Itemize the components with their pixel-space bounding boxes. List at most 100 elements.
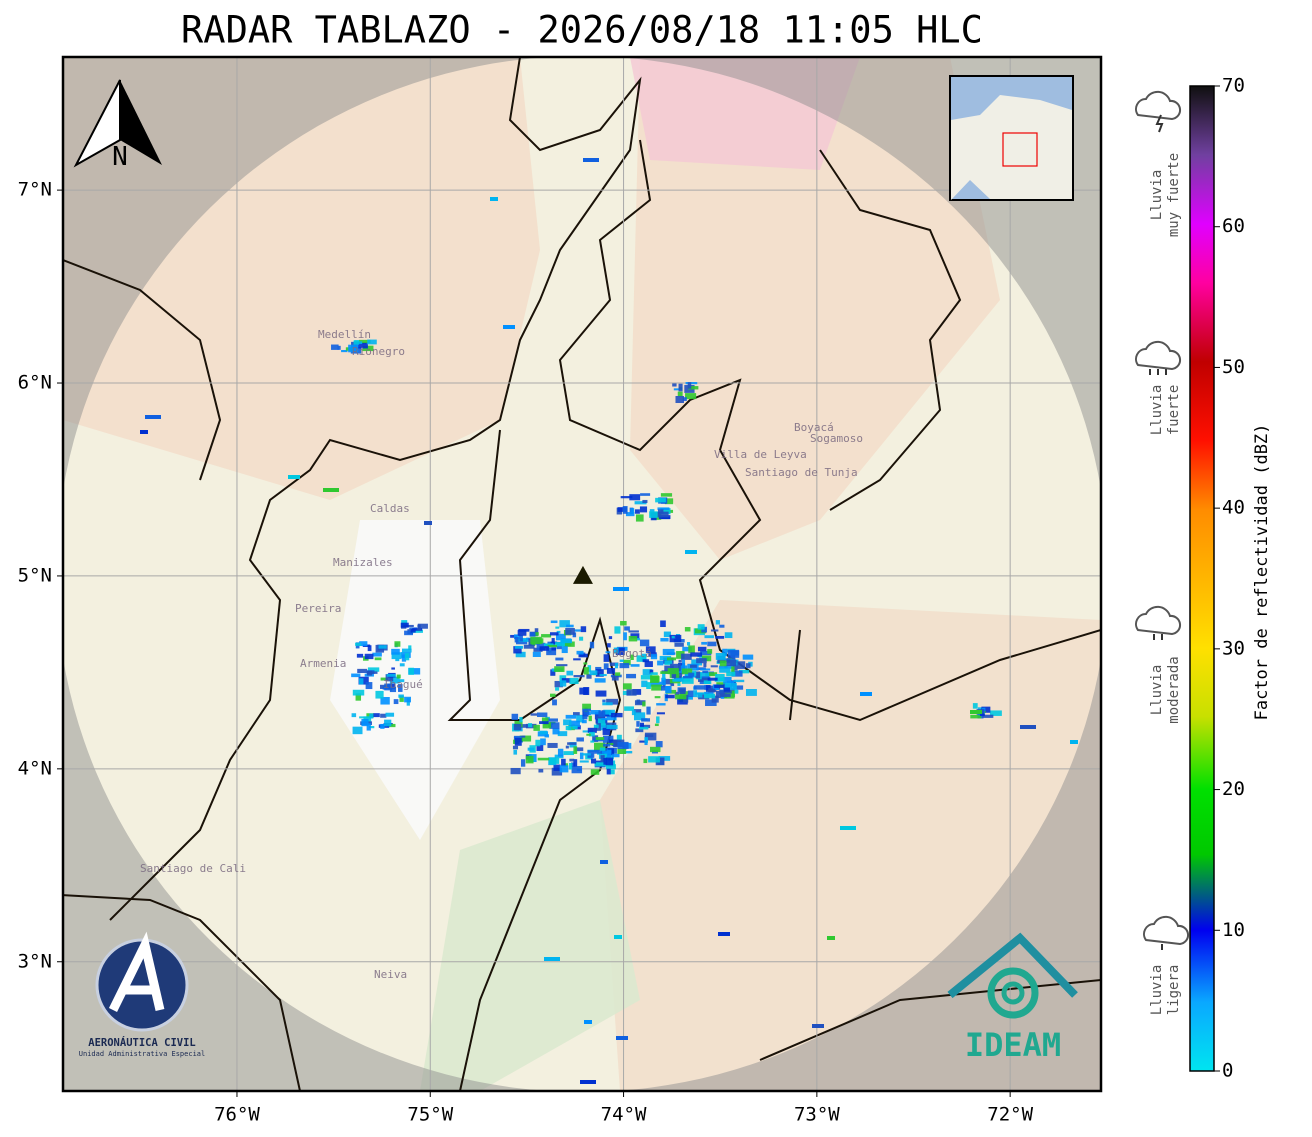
echo xyxy=(726,680,735,684)
echo xyxy=(380,723,385,729)
echo xyxy=(364,653,374,660)
echo xyxy=(649,746,661,753)
echo xyxy=(630,633,640,639)
echo xyxy=(734,689,739,694)
echo xyxy=(632,689,642,695)
echo xyxy=(547,718,558,722)
echo xyxy=(569,758,575,762)
echo xyxy=(677,683,681,686)
colorbar-tick-label: 40 xyxy=(1222,497,1245,519)
echo xyxy=(145,415,161,419)
y-tick-label: 5°N xyxy=(18,564,52,586)
echo xyxy=(410,629,416,633)
echo xyxy=(401,654,407,662)
echo xyxy=(723,687,730,692)
echo xyxy=(565,714,577,719)
echo xyxy=(583,158,599,162)
echo xyxy=(510,634,518,638)
echo xyxy=(587,750,595,758)
echo xyxy=(731,666,735,674)
echo xyxy=(396,674,401,679)
echo xyxy=(694,628,707,634)
echo xyxy=(731,690,736,698)
echo xyxy=(351,713,357,718)
echo xyxy=(603,654,610,662)
echo xyxy=(598,753,602,759)
echo xyxy=(549,757,560,764)
region xyxy=(630,57,1000,560)
echo xyxy=(599,674,607,677)
place-label: Pereira xyxy=(295,602,341,615)
echo xyxy=(677,391,683,397)
echo xyxy=(684,627,691,632)
echo xyxy=(970,710,982,714)
echo xyxy=(579,636,584,641)
echo xyxy=(380,677,388,681)
echo xyxy=(665,685,672,694)
legend-label: fuerte xyxy=(1166,385,1182,436)
echo xyxy=(656,712,665,715)
echo xyxy=(389,676,400,684)
echo xyxy=(630,664,640,667)
echo xyxy=(685,382,698,385)
echo xyxy=(617,748,627,754)
echo xyxy=(705,699,717,707)
echo xyxy=(563,751,575,756)
echo xyxy=(571,765,583,774)
echo xyxy=(715,620,720,625)
echo xyxy=(630,508,635,513)
echo xyxy=(678,383,683,392)
echo xyxy=(615,647,625,656)
echo xyxy=(288,475,300,479)
echo xyxy=(372,652,382,657)
echo xyxy=(586,733,591,736)
echo xyxy=(655,757,665,766)
echo xyxy=(401,648,412,653)
echo xyxy=(681,668,693,675)
echo xyxy=(517,630,527,636)
echo xyxy=(687,642,691,646)
echo xyxy=(588,731,595,737)
echo xyxy=(742,654,754,660)
echo xyxy=(676,651,685,659)
echo xyxy=(698,677,709,682)
x-tick-label: 75°W xyxy=(407,1104,453,1126)
echo xyxy=(613,647,619,654)
echo xyxy=(688,386,699,390)
colorbar-tick-label: 50 xyxy=(1222,356,1245,378)
x-tick-label: 76°W xyxy=(214,1104,260,1126)
echo xyxy=(565,628,575,635)
echo xyxy=(597,718,606,726)
echo xyxy=(378,645,387,649)
echo xyxy=(365,682,373,690)
echo xyxy=(510,767,521,775)
echo xyxy=(642,669,652,676)
echo xyxy=(989,710,1002,716)
echo xyxy=(633,709,642,714)
echo xyxy=(635,514,644,522)
echo xyxy=(972,703,978,709)
echo xyxy=(651,676,660,682)
echo xyxy=(662,678,674,685)
legend-label: Lluvia xyxy=(1149,385,1165,436)
echo xyxy=(549,632,559,636)
echo xyxy=(602,750,612,754)
echo xyxy=(408,667,414,675)
echo xyxy=(584,1020,592,1024)
echo xyxy=(614,662,619,669)
echo xyxy=(408,668,421,675)
echo xyxy=(673,388,680,391)
echo xyxy=(387,723,396,728)
echo xyxy=(594,678,606,683)
echo xyxy=(559,680,567,687)
echo xyxy=(353,340,360,345)
echo xyxy=(331,344,339,350)
echo xyxy=(404,653,410,661)
echo xyxy=(682,659,686,667)
echo xyxy=(695,671,701,679)
echo xyxy=(707,641,717,647)
echo xyxy=(719,660,727,667)
echo xyxy=(687,382,692,389)
echo xyxy=(517,637,530,642)
